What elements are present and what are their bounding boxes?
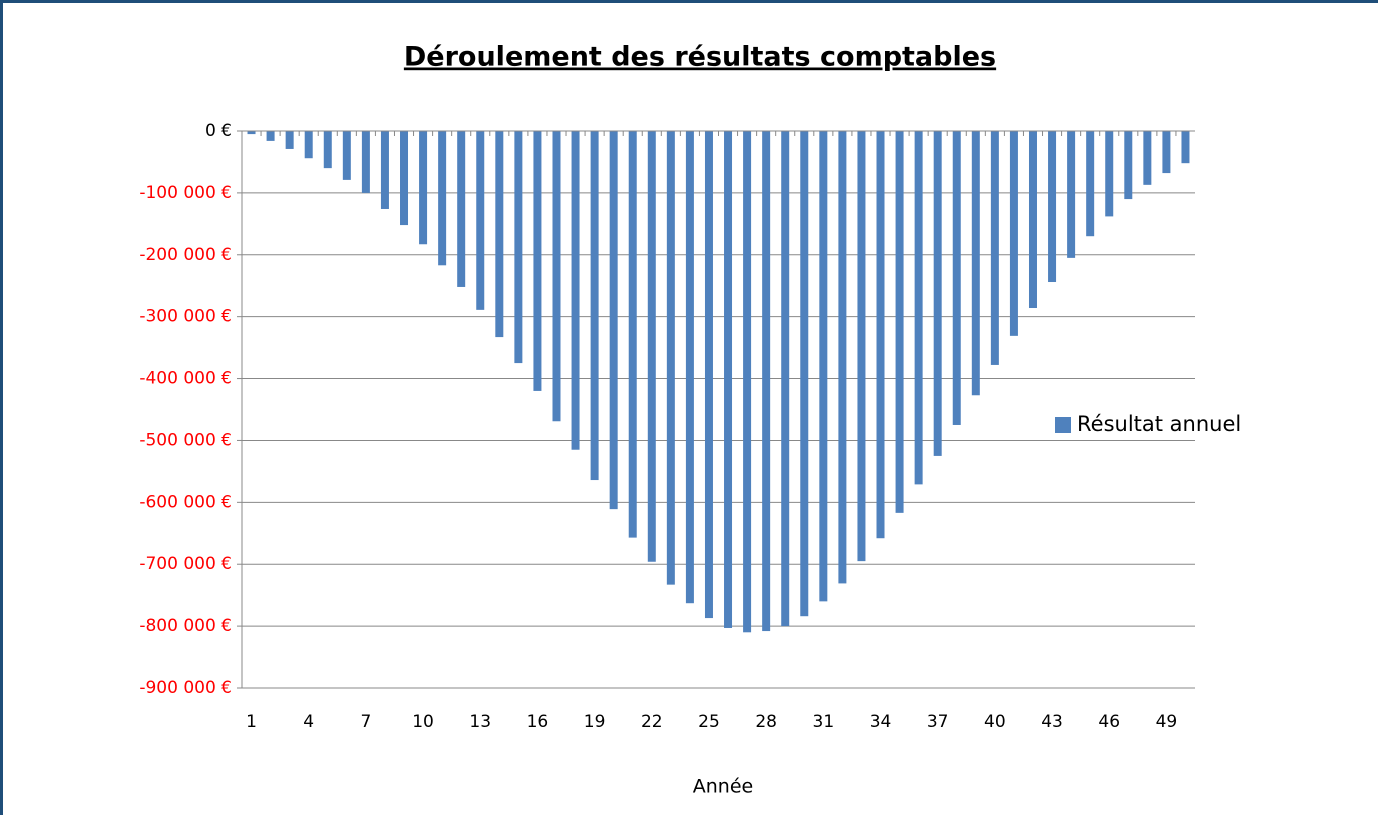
y-tick-label: -600 000 € (139, 492, 232, 512)
bar (438, 131, 447, 266)
bar (342, 131, 351, 180)
y-tick-label: -900 000 € (139, 678, 232, 698)
legend-swatch (1055, 417, 1071, 433)
y-tick-label: -700 000 € (139, 554, 232, 574)
x-tick-label: 28 (755, 712, 777, 732)
x-tick-label: 40 (984, 712, 1006, 732)
bar (1105, 131, 1114, 217)
y-tick-label: -400 000 € (139, 369, 232, 389)
bar (857, 131, 866, 562)
x-tick-label: 10 (412, 712, 434, 732)
x-tick-label: 25 (698, 712, 720, 732)
bar (685, 131, 694, 604)
x-tick-label: 16 (527, 712, 549, 732)
x-tick-label: 34 (870, 712, 892, 732)
bar (895, 131, 904, 513)
bar (400, 131, 409, 226)
bar (1143, 131, 1152, 185)
legend-label: Résultat annuel (1077, 412, 1241, 436)
x-tick-label: 49 (1156, 712, 1178, 732)
x-tick-label: 1 (246, 712, 257, 732)
bar (933, 131, 942, 456)
bar (533, 131, 542, 391)
bar (1162, 131, 1171, 174)
bar (914, 131, 923, 485)
x-tick-label: 31 (813, 712, 835, 732)
bar (704, 131, 713, 619)
y-tick-label: -500 000 € (139, 430, 232, 450)
bar (819, 131, 828, 602)
bar (609, 131, 618, 510)
y-tick-label: -300 000 € (139, 307, 232, 327)
bar (743, 131, 752, 633)
bar (876, 131, 885, 539)
bar (247, 131, 256, 135)
bar (361, 131, 370, 193)
bar (304, 131, 313, 159)
x-tick-label: 43 (1041, 712, 1063, 732)
bar (952, 131, 961, 425)
bar (1124, 131, 1133, 200)
bar (476, 131, 485, 310)
bar (285, 131, 294, 149)
x-tick-label: 4 (303, 712, 314, 732)
bar (1048, 131, 1057, 283)
x-axis-label: Année (693, 776, 753, 798)
bar (647, 131, 656, 562)
bar (495, 131, 504, 338)
bar (990, 131, 999, 365)
y-tick-label: -200 000 € (139, 245, 232, 265)
bar (552, 131, 561, 422)
bar (457, 131, 466, 287)
bar (628, 131, 637, 538)
bar (838, 131, 847, 584)
bar (266, 131, 275, 141)
bar (514, 131, 523, 364)
bar (666, 131, 675, 585)
bar (724, 131, 733, 628)
bar (1181, 131, 1190, 164)
y-tick-label: 0 € (205, 121, 232, 141)
bar (1028, 131, 1037, 309)
x-tick-label: 46 (1098, 712, 1120, 732)
bar (419, 131, 428, 245)
bar (1086, 131, 1095, 237)
bar (1067, 131, 1076, 258)
bar (1009, 131, 1018, 336)
bar (590, 131, 599, 481)
x-tick-label: 13 (469, 712, 491, 732)
bar (380, 131, 389, 209)
y-tick-label: -800 000 € (139, 616, 232, 636)
bar (971, 131, 980, 396)
x-tick-label: 7 (360, 712, 371, 732)
bar (762, 131, 771, 632)
bar (323, 131, 332, 169)
chart-title: Déroulement des résultats comptables (404, 42, 996, 73)
bar (571, 131, 580, 450)
bar (781, 131, 790, 627)
y-tick-label: -100 000 € (139, 183, 232, 203)
x-tick-label: 19 (584, 712, 606, 732)
x-tick-label: 37 (927, 712, 949, 732)
bar (800, 131, 809, 617)
x-tick-label: 22 (641, 712, 663, 732)
